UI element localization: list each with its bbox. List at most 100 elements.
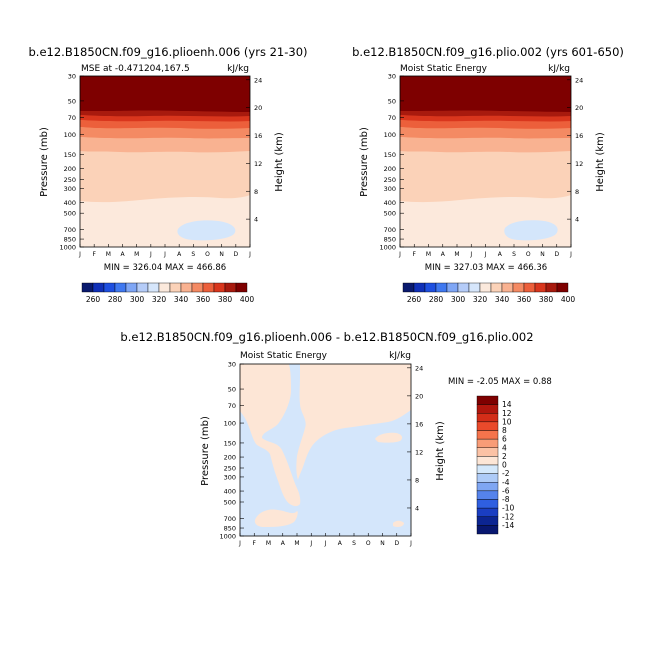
pressure-tick-label: 250 [224,465,236,473]
colorbar-swatch [446,282,459,293]
colorbar-swatch [476,413,499,423]
month-tick-label: M [134,251,139,258]
panel-left-title: Moist Static Energy [400,64,488,74]
month-tick-label: F [253,540,257,547]
height-tick-label: 24 [415,364,423,372]
month-tick-label: A [177,251,182,258]
pressure-tick-label: 250 [384,176,396,184]
pressure-tick-label: 400 [224,488,236,496]
pressure-tick-label: 300 [224,473,236,481]
pressure-tick-label: 50 [228,386,236,394]
height-tick-label: 16 [575,132,583,140]
height-axis: 24 20 16 12 8 4 [407,364,423,512]
colorbar-label: 280 [429,295,444,304]
min-max-label: MIN = -2.05 MAX = 0.88 [448,377,552,387]
month-tick-label: M [454,251,459,258]
month-tick-label: M [106,251,111,258]
month-tick-label: N [219,251,224,258]
colorbar-swatch [103,282,116,293]
colorbar-label: 300 [130,295,145,304]
colorbar-swatch [476,438,499,448]
colorbar-label: 0 [502,461,507,470]
pressure-tick-label: 200 [224,454,236,462]
colorbar-swatch [476,430,499,440]
colorbar-swatch [476,507,499,517]
colorbar-swatch [476,473,499,483]
pressure-tick-label: 1000 [59,244,76,252]
height-tick-label: 24 [575,76,583,84]
colorbar-label: -12 [502,512,514,521]
month-tick-label: D [554,251,559,258]
colorbar-swatch [468,282,481,293]
contour-band-0-2 [254,509,298,527]
contour-band-0-2 [375,432,403,443]
pressure-tick-label: 700 [384,226,396,234]
height-tick-label: 20 [415,392,423,400]
month-tick-label: J [324,540,327,547]
pressure-tick-label: 150 [384,151,396,159]
panel-left-title: MSE at -0.471204,167.5 [81,64,190,74]
colorbar-label: 380 [218,295,233,304]
pressure-tick-label: 850 [384,236,396,244]
pressure-tick-label: 50 [388,97,396,105]
colorbar-swatch [479,282,492,293]
pressure-tick-label: 30 [68,73,76,81]
pressure-tick-label: 100 [64,131,76,139]
pressure-tick-label: 850 [64,236,76,244]
height-axis: 24 20 16 12 8 4 [567,76,583,224]
contour-band-460 [80,76,250,112]
pressure-tick-label: 200 [384,165,396,173]
pressure-tick-label: 1000 [379,244,396,252]
month-tick-label: S [191,251,195,258]
month-tick-label: M [426,251,431,258]
colorbar-label: -8 [502,495,510,504]
month-tick-label: A [120,251,125,258]
month-tick-label: M [266,540,271,547]
height-tick-label: 8 [415,476,419,484]
month-tick-label: J [149,251,152,258]
pressure-tick-label: 400 [384,199,396,207]
pressure-tick-label: 700 [64,226,76,234]
height-tick-label: 20 [254,104,262,112]
pressure-tick-label: 50 [68,97,76,105]
month-tick-label: N [380,540,385,547]
colorbar-label: 14 [502,400,512,409]
colorbar-swatch [476,395,499,405]
colorbar-swatch [435,282,448,293]
colorbar-swatch [402,282,415,293]
month-tick-label: J [569,251,572,258]
panel-left-title: Moist Static Energy [240,351,328,361]
month-tick-label: J [309,540,312,547]
panel-units: kJ/kg [548,64,570,74]
colorbar-swatch [523,282,536,293]
colorbar-swatch [490,282,503,293]
month-tick-label: J [409,540,412,547]
panel-plio: b.e12.B1850CN.f09_g16.plio.002 (yrs 601-… [352,45,624,273]
height-tick-label: 12 [575,160,583,168]
colorbar-label: 300 [451,295,466,304]
min-max-label: MIN = 327.03 MAX = 466.36 [425,263,547,273]
pressure-tick-label: 400 [64,199,76,207]
colorbar-swatch [476,447,499,457]
height-axis-label: Height (km) [274,132,285,192]
pressure-tick-label: 300 [384,185,396,193]
month-tick-label: N [540,251,545,258]
month-tick-label: D [234,251,239,258]
colorbar-swatch [476,456,499,466]
pressure-tick-label: 150 [64,151,76,159]
height-axis: 24 20 16 12 8 4 [246,76,262,224]
colorbar-swatch [476,525,499,535]
colorbar-swatch [114,282,127,293]
colorbar-label: 4 [502,443,507,452]
height-axis-label: Height (km) [595,132,606,192]
contour-band-0-2 [393,520,404,527]
pressure-tick-label: 300 [64,185,76,193]
month-tick-label: J [398,251,401,258]
contour-band-300 [177,220,236,241]
colorbar-label: 280 [108,295,123,304]
height-tick-label: 24 [254,76,262,84]
